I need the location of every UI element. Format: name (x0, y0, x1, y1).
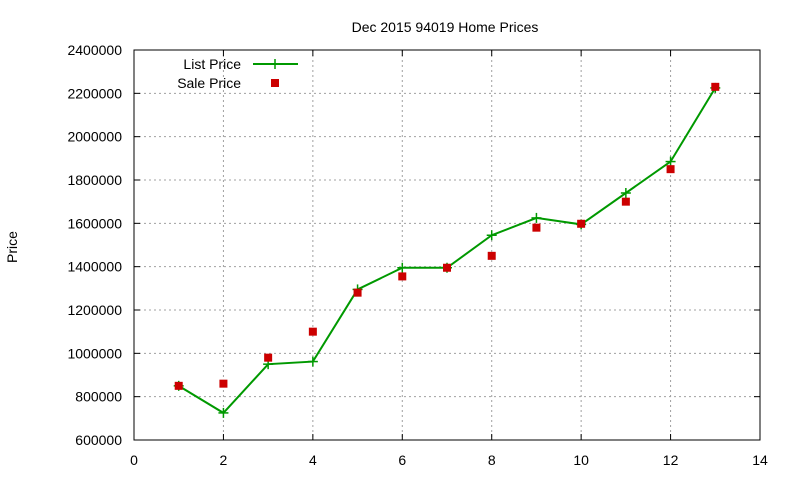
list-price-point (307, 356, 318, 367)
x-tick-label: 0 (130, 452, 138, 468)
sale-price-point (219, 379, 228, 388)
grid (134, 50, 760, 440)
sale-price-point (621, 197, 630, 206)
y-tick-label: 1400000 (67, 259, 122, 275)
x-tick-label: 2 (220, 452, 228, 468)
legend-swatch-marker (270, 59, 280, 69)
y-tick-label: 600000 (75, 432, 122, 448)
sale-price-point (711, 82, 720, 91)
list-price-point (397, 262, 408, 273)
list-price-point (531, 212, 542, 223)
y-tick-label: 2400000 (67, 42, 122, 58)
x-tick-label: 12 (663, 452, 679, 468)
sale-price-point (666, 165, 675, 174)
legend: List Price Sale Price (177, 56, 298, 91)
legend-label: List Price (183, 56, 241, 72)
list-price-point (620, 188, 631, 198)
chart-title: Dec 2015 94019 Home Prices (352, 19, 539, 35)
series (173, 82, 721, 418)
sale-price-point (532, 223, 541, 232)
y-axis-label: Price (4, 231, 20, 263)
x-tick-label: 14 (752, 452, 768, 468)
list-price-point (486, 230, 497, 241)
y-tick-label: 1600000 (67, 215, 122, 231)
x-tick-label: 4 (309, 452, 317, 468)
x-tick-label: 8 (488, 452, 496, 468)
y-tick-label: 2200000 (67, 85, 122, 101)
sale-price-point (443, 263, 451, 272)
sale-price-point (398, 272, 407, 281)
x-tick-label: 6 (398, 452, 406, 468)
list-price-point (218, 407, 229, 418)
sale-price-point (308, 327, 317, 336)
y-tick-label: 1800000 (67, 172, 122, 188)
axes: 0 2 4 6 8 10 12 14 600000 800000 1000000 1200000 140… (67, 42, 768, 468)
y-tick-label: 2000000 (67, 129, 122, 145)
y-tick-label: 1200000 (67, 302, 122, 318)
y-tick-label: 800000 (75, 389, 122, 405)
plot-frame (133, 49, 761, 441)
legend-label: Sale Price (177, 75, 241, 91)
sale-price-point (174, 381, 183, 390)
list-price-point (665, 156, 676, 167)
sale-price-point (487, 251, 496, 260)
sale-price-point (264, 353, 273, 362)
y-tick-label: 1000000 (67, 345, 122, 361)
sale-price-point (353, 288, 362, 297)
sale-price-point (577, 219, 586, 228)
x-tick-label: 10 (573, 452, 589, 468)
legend-swatch-square (271, 79, 279, 87)
